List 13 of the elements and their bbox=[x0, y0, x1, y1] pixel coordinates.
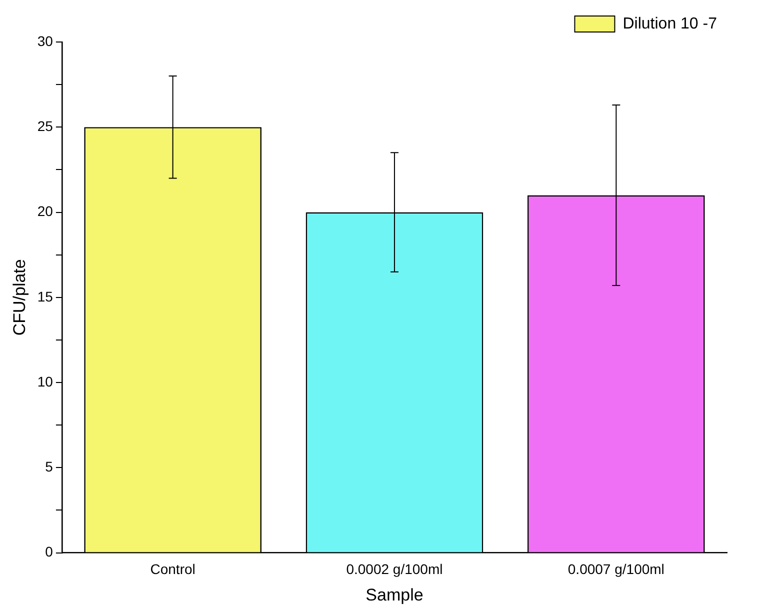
y-axis-title: CFU/plate bbox=[10, 259, 29, 336]
y-tick-label: 0 bbox=[45, 544, 54, 560]
y-tick-label: 20 bbox=[37, 203, 54, 220]
x-axis-title: Sample bbox=[366, 585, 424, 604]
legend-label: Dilution 10 -7 bbox=[622, 15, 718, 32]
y-tick-label: 5 bbox=[45, 458, 54, 475]
y-tick-label: 30 bbox=[37, 32, 54, 49]
y-tick-label: 15 bbox=[37, 288, 54, 304]
y-tick-label: 25 bbox=[37, 118, 54, 134]
x-tick-label: 0.0007 g/100ml bbox=[568, 561, 664, 578]
y-tick-label: 10 bbox=[37, 373, 54, 390]
x-tick-label: Control bbox=[150, 561, 196, 578]
x-tick-label: 0.0002 g/100ml bbox=[346, 561, 443, 578]
